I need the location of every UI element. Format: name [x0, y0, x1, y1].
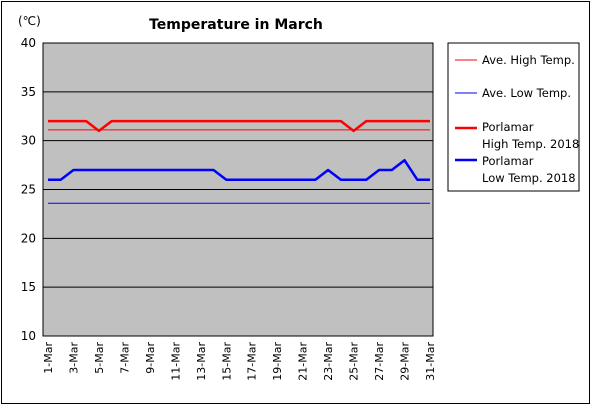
x-tick-label-7-Mar: 7-Mar — [118, 342, 131, 374]
x-tick-label-23-Mar: 23-Mar — [322, 342, 335, 381]
x-tick-label-27-Mar: 27-Mar — [373, 342, 386, 381]
legend: Ave. High Temp. Ave. Low Temp. Porlamar Hig… — [447, 42, 580, 192]
x-tick-label-13-Mar: 13-Mar — [195, 342, 208, 381]
grid-lines — [43, 91, 433, 288]
x-tick-label-15-Mar: 15-Mar — [220, 342, 233, 381]
legend-box — [447, 42, 580, 192]
x-tick-label-25-Mar: 25-Mar — [348, 342, 361, 381]
y-axis: 10 15 20 25 30 35 40 — [21, 36, 36, 343]
x-tick-label-21-Mar: 21-Mar — [297, 342, 310, 381]
y-tick-label-35: 35 — [21, 85, 36, 99]
x-tick-label-11-Mar: 11-Mar — [169, 342, 182, 381]
legend-label-4-1: Porlamar — [482, 154, 534, 168]
series-line-4 — [48, 158, 430, 181]
series-line-3 — [48, 119, 430, 133]
x-tick-label-5-Mar: 5-Mar — [93, 342, 106, 374]
x-tick-label-1-Mar: 1-Mar — [42, 342, 55, 374]
chart-title: Temperature in March — [149, 17, 323, 33]
x-tick-label-19-Mar: 19-Mar — [271, 342, 284, 381]
series-lines — [48, 119, 430, 204]
y-unit-label: (℃) — [18, 14, 41, 28]
x-tick-label-17-Mar: 17-Mar — [246, 342, 259, 381]
legend-label-3-2: High Temp. 2018 — [482, 137, 579, 151]
legend-label-2: Ave. Low Temp. — [482, 86, 571, 100]
x-tick-label-3-Mar: 3-Mar — [67, 342, 80, 374]
y-tick-label-10: 10 — [21, 329, 36, 343]
x-tick-label-9-Mar: 9-Mar — [144, 342, 157, 374]
legend-label-1: Ave. High Temp. — [482, 53, 575, 67]
y-tick-label-25: 25 — [21, 183, 36, 197]
y-tick-label-15: 15 — [21, 280, 36, 294]
x-axis: 1-Mar 3-Mar 5-Mar 7-Mar 9-Mar 11-Mar 13-Mar 15-… — [42, 342, 437, 381]
x-tick-label-31-Mar: 31-Mar — [424, 342, 437, 381]
x-tick-label-29-Mar: 29-Mar — [399, 342, 412, 381]
legend-label-3-1: Porlamar — [482, 120, 534, 134]
y-tick-label-30: 30 — [21, 134, 36, 148]
y-tick-label-40: 40 — [21, 36, 36, 50]
y-tick-label-20: 20 — [21, 231, 36, 245]
legend-label-4-2: Low Temp. 2018 — [482, 171, 576, 185]
